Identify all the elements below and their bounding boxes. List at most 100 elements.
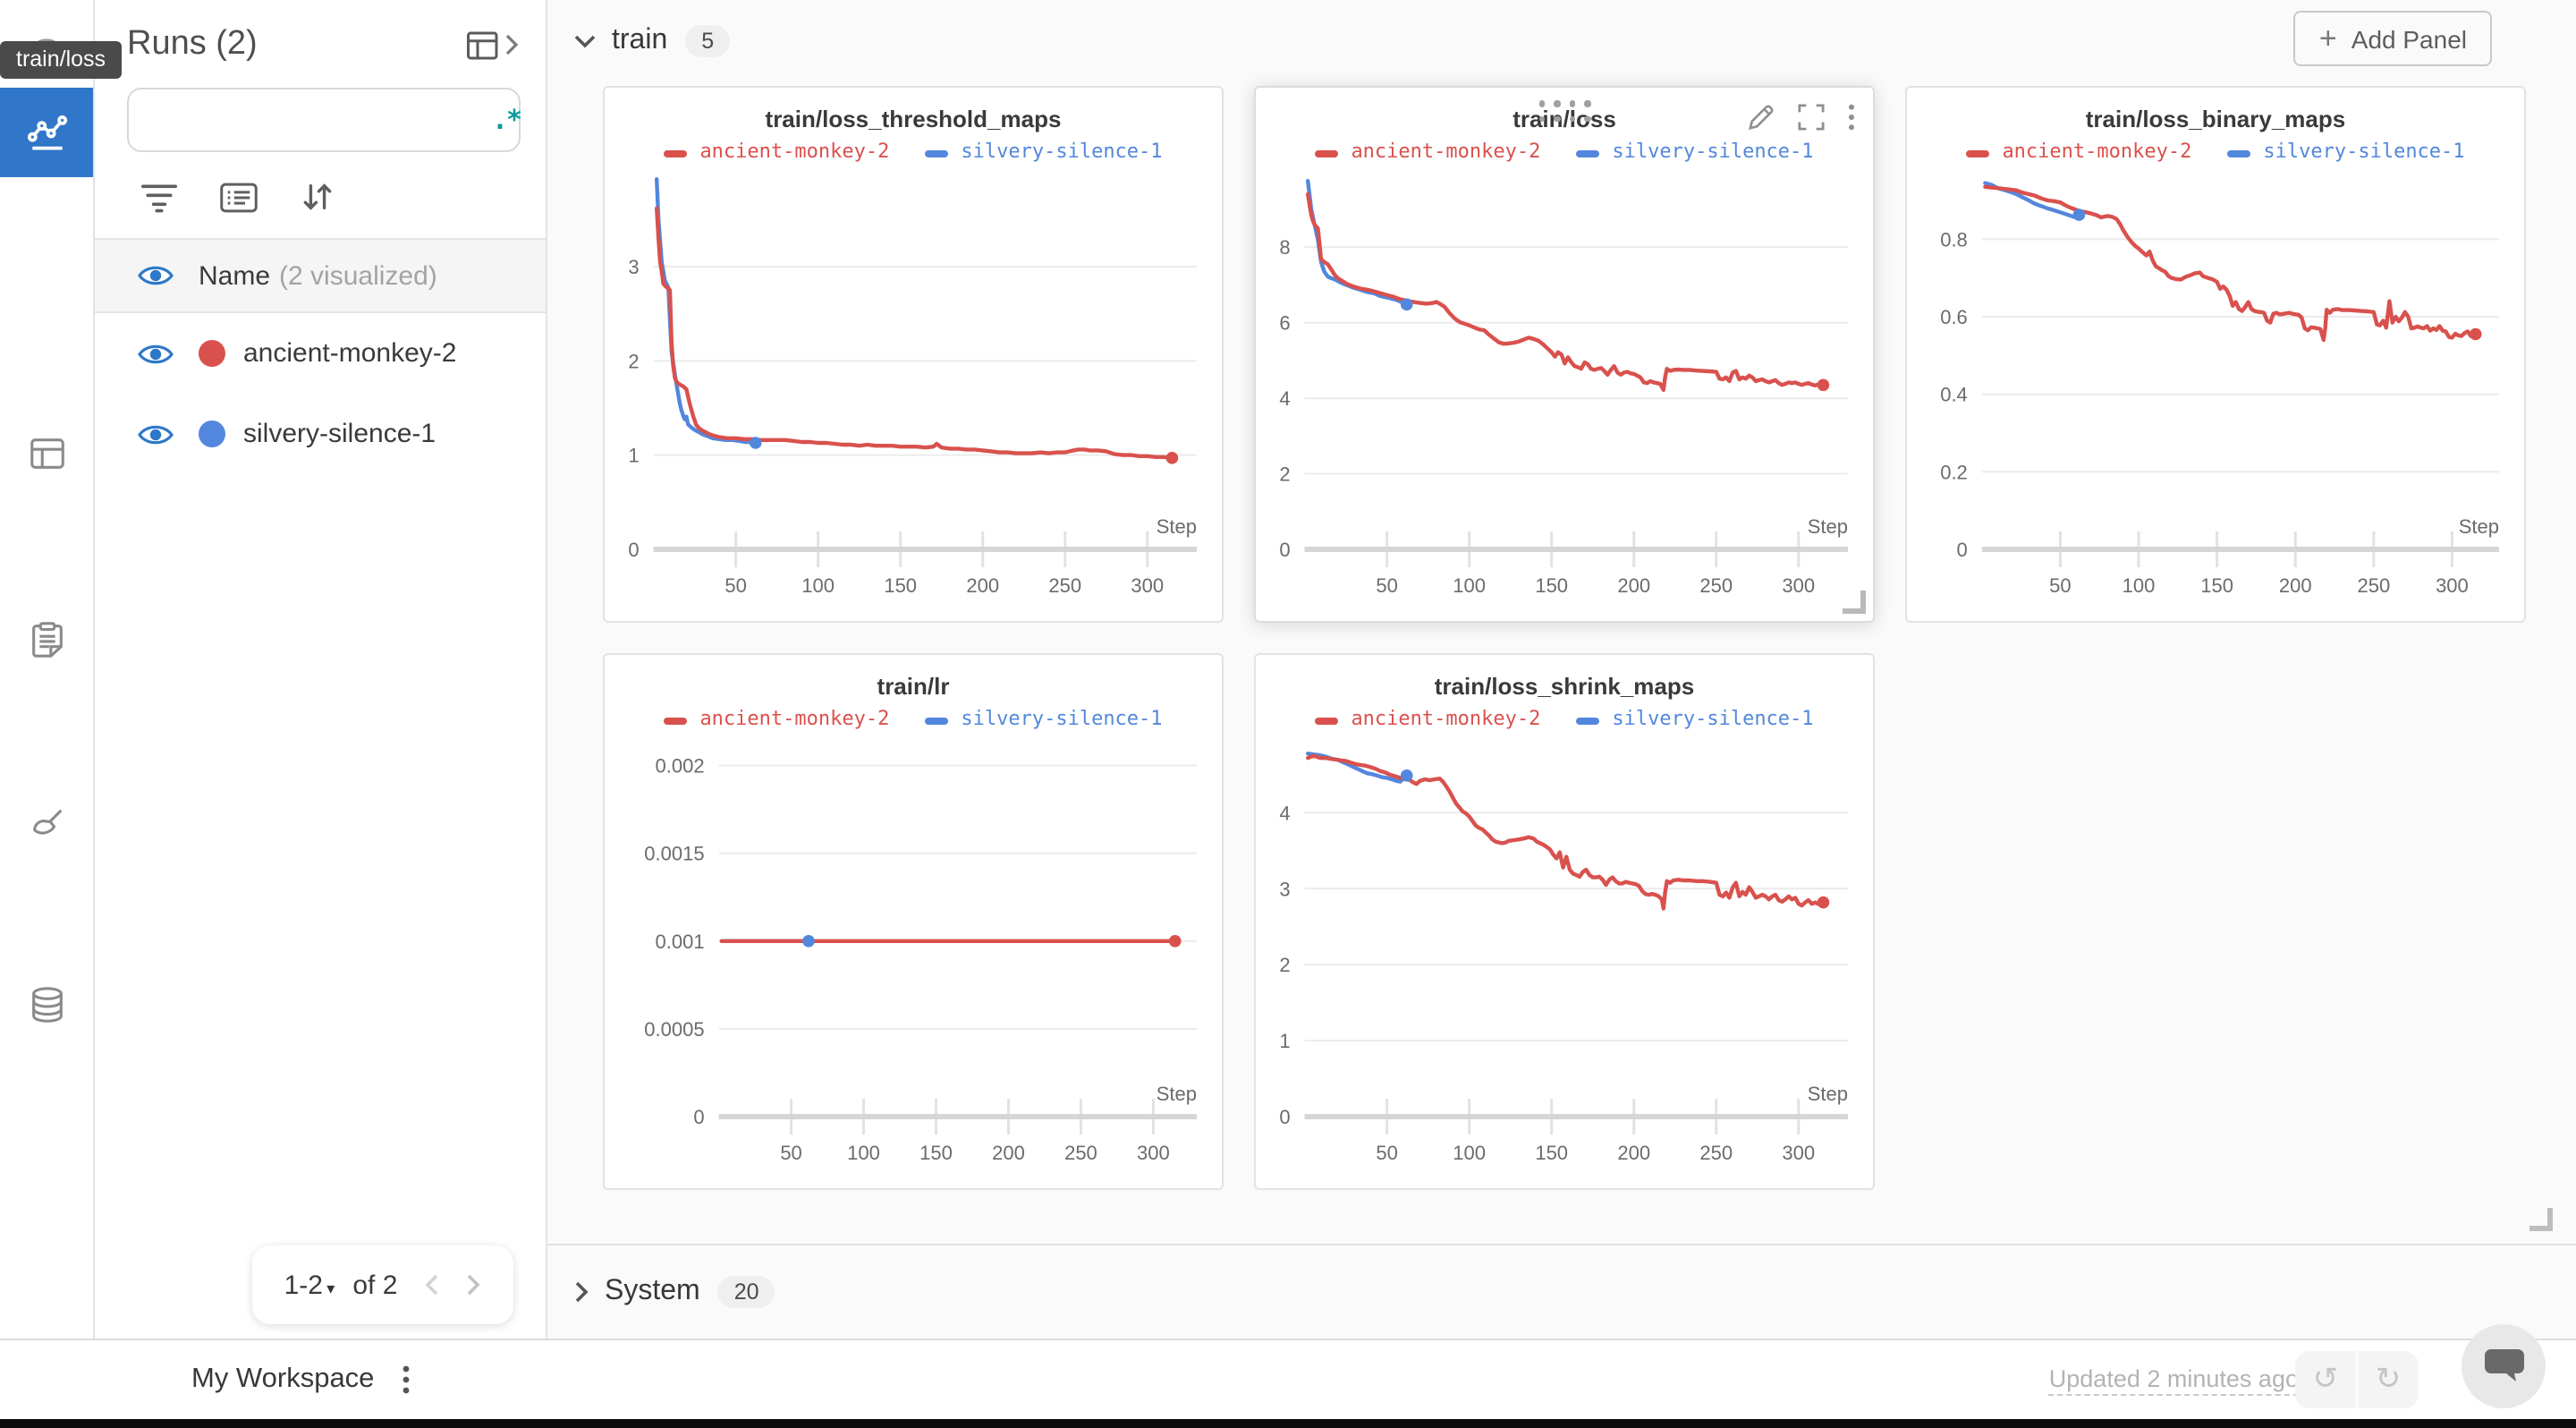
- run-row-silvery-silence-1[interactable]: silvery-silence-1: [95, 394, 546, 474]
- svg-text:150: 150: [1535, 1142, 1568, 1164]
- edit-panel-button[interactable]: [1748, 104, 1775, 131]
- series-end-dot-ancient-monkey-2: [2469, 327, 2482, 341]
- svg-text:150: 150: [919, 1142, 953, 1164]
- panel-legend: ancient-monkey-2 silvery-silence-1: [1256, 134, 1873, 166]
- visibility-all-toggle[interactable]: [138, 263, 174, 288]
- svg-text:100: 100: [1453, 574, 1486, 597]
- run-name[interactable]: silvery-silence-1: [243, 419, 436, 449]
- svg-text:0.8: 0.8: [1940, 228, 1968, 251]
- legend-dash-icon: [2227, 150, 2251, 157]
- chart-plot-area[interactable]: 0 1 2 3 4 50 100 150 200 250 300 Step: [1256, 734, 1873, 1177]
- series-end-dot-silvery-silence-1: [802, 934, 815, 948]
- redo-button[interactable]: ↻: [2375, 1362, 2402, 1396]
- undo-button[interactable]: ↺: [2312, 1362, 2339, 1396]
- sidebar-item-panels[interactable]: [0, 408, 93, 497]
- svg-text:100: 100: [1453, 1142, 1486, 1164]
- chart-panel-train/loss_shrink_maps[interactable]: train/loss_shrink_maps ancient-monkey-2 si…: [1254, 653, 1875, 1190]
- svg-text:200: 200: [992, 1142, 1025, 1164]
- pencil-icon: [1749, 105, 1774, 130]
- svg-text:0.6: 0.6: [1940, 306, 1968, 328]
- section-resize-handle[interactable]: [2529, 1208, 2553, 1231]
- panel-action-icons: [1748, 104, 1855, 131]
- legend-item[interactable]: silvery-silence-1: [2227, 139, 2465, 162]
- legend-run-name: silvery-silence-1: [1612, 139, 1814, 162]
- svg-text:2: 2: [628, 350, 639, 372]
- svg-text:0: 0: [1279, 1106, 1290, 1128]
- fullscreen-panel-button[interactable]: [1798, 104, 1825, 131]
- panel-menu-button[interactable]: [1848, 104, 1855, 131]
- run-visibility-toggle[interactable]: [138, 341, 174, 366]
- workspace-menu-button[interactable]: [402, 1365, 410, 1394]
- legend-item[interactable]: ancient-monkey-2: [664, 139, 889, 162]
- chart-panel-train/loss_binary_maps[interactable]: train/loss_binary_maps ancient-monkey-2 si…: [1905, 86, 2526, 623]
- panel-drag-handle[interactable]: [1538, 100, 1590, 122]
- runs-panel-title: Runs (2): [127, 25, 258, 63]
- display-options-button[interactable]: [220, 182, 258, 212]
- legend-dash-icon: [1576, 718, 1600, 724]
- workspace-footer: My Workspace Updated 2 minutes ago ↺ ↻: [0, 1339, 2576, 1419]
- legend-item[interactable]: ancient-monkey-2: [1966, 139, 2191, 162]
- kebab-icon: [403, 1365, 410, 1394]
- prev-page-button[interactable]: [424, 1272, 440, 1297]
- chart-panel-train/loss[interactable]: train/loss ancient-monkey-2 silvery-silenc…: [1254, 86, 1875, 623]
- legend-item[interactable]: silvery-silence-1: [925, 139, 1163, 162]
- page-range-dropdown[interactable]: 1-2 ▾: [284, 1270, 335, 1300]
- legend-item[interactable]: ancient-monkey-2: [1315, 139, 1540, 162]
- run-name[interactable]: ancient-monkey-2: [243, 338, 457, 369]
- chart-plot-area[interactable]: 0 2 4 6 8 50 100 150 200 250 300 Step: [1256, 166, 1873, 610]
- legend-run-name: silvery-silence-1: [2263, 139, 2465, 162]
- system-section-header[interactable]: System 20: [547, 1244, 2576, 1339]
- svg-text:250: 250: [2357, 574, 2390, 597]
- legend-dash-icon: [925, 150, 949, 157]
- chart-panel-train/lr[interactable]: train/lr ancient-monkey-2 silvery-silence-…: [603, 653, 1224, 1190]
- series-end-dot-silvery-silence-1: [1400, 298, 1413, 311]
- undo-redo-group: ↺ ↻: [2295, 1351, 2419, 1408]
- sort-icon: [303, 183, 332, 210]
- line-chart-icon: [26, 114, 67, 149]
- chart-plot-area[interactable]: 0 0.0005 0.001 0.0015 0.002 50 100 150 200 250 300…: [605, 734, 1222, 1177]
- filter-runs-button[interactable]: [141, 182, 177, 212]
- panel-resize-handle[interactable]: [1843, 591, 1866, 614]
- runs-table-icon: [467, 30, 498, 59]
- train-panel-count-badge: 5: [685, 25, 731, 57]
- legend-item[interactable]: ancient-monkey-2: [664, 706, 889, 729]
- chart-plot-area[interactable]: 0 1 2 3 50 100 150 200 250 300 Step: [605, 166, 1222, 610]
- svg-text:1: 1: [628, 445, 639, 467]
- svg-text:0.002: 0.002: [656, 755, 705, 778]
- svg-text:300: 300: [1137, 1142, 1170, 1164]
- workspace-title[interactable]: My Workspace: [191, 1364, 375, 1394]
- legend-item[interactable]: silvery-silence-1: [925, 706, 1163, 729]
- run-visibility-toggle[interactable]: [138, 421, 174, 446]
- legend-run-name: silvery-silence-1: [961, 706, 1163, 729]
- legend-dash-icon: [1576, 150, 1600, 157]
- bottom-edge-bar: [0, 1419, 2576, 1428]
- legend-dash-icon: [664, 718, 688, 724]
- sidebar-item-charts[interactable]: [0, 88, 93, 177]
- sidebar-item-notes[interactable]: [0, 594, 93, 684]
- runs-name-header-row: Name (2 visualized): [95, 238, 546, 313]
- svg-text:250: 250: [1699, 574, 1733, 597]
- svg-text:0.4: 0.4: [1940, 384, 1968, 406]
- sidebar-item-artifacts[interactable]: [0, 959, 93, 1049]
- add-panel-button[interactable]: + Add Panel: [2293, 11, 2492, 66]
- run-row-ancient-monkey-2[interactable]: ancient-monkey-2: [95, 313, 546, 394]
- train-section-header[interactable]: train 5: [547, 0, 2576, 82]
- panel-legend: ancient-monkey-2 silvery-silence-1: [605, 134, 1222, 166]
- legend-item[interactable]: silvery-silence-1: [1576, 139, 1814, 162]
- next-page-button[interactable]: [465, 1272, 481, 1297]
- legend-item[interactable]: silvery-silence-1: [1576, 706, 1814, 729]
- chart-panel-train/loss_threshold_maps[interactable]: train/loss_threshold_maps ancient-monkey-…: [603, 86, 1224, 623]
- chat-bubble-icon: [2484, 1348, 2523, 1381]
- sidebar-item-sweeps[interactable]: [0, 780, 93, 870]
- svg-text:3: 3: [628, 256, 639, 278]
- regex-toggle[interactable]: .*: [492, 104, 522, 136]
- chart-plot-area[interactable]: 0 0.2 0.4 0.6 0.8 50 100 150 200 250 300 Step: [1907, 166, 2524, 610]
- svg-text:0.2: 0.2: [1940, 461, 1968, 483]
- svg-text:300: 300: [2436, 574, 2469, 597]
- sort-runs-button[interactable]: [301, 181, 335, 213]
- legend-item[interactable]: ancient-monkey-2: [1315, 706, 1540, 729]
- run-search-input[interactable]: [161, 104, 492, 136]
- svg-text:50: 50: [2049, 574, 2071, 597]
- chat-fab-button[interactable]: [2462, 1324, 2546, 1408]
- runs-table-expand-button[interactable]: [465, 26, 521, 64]
